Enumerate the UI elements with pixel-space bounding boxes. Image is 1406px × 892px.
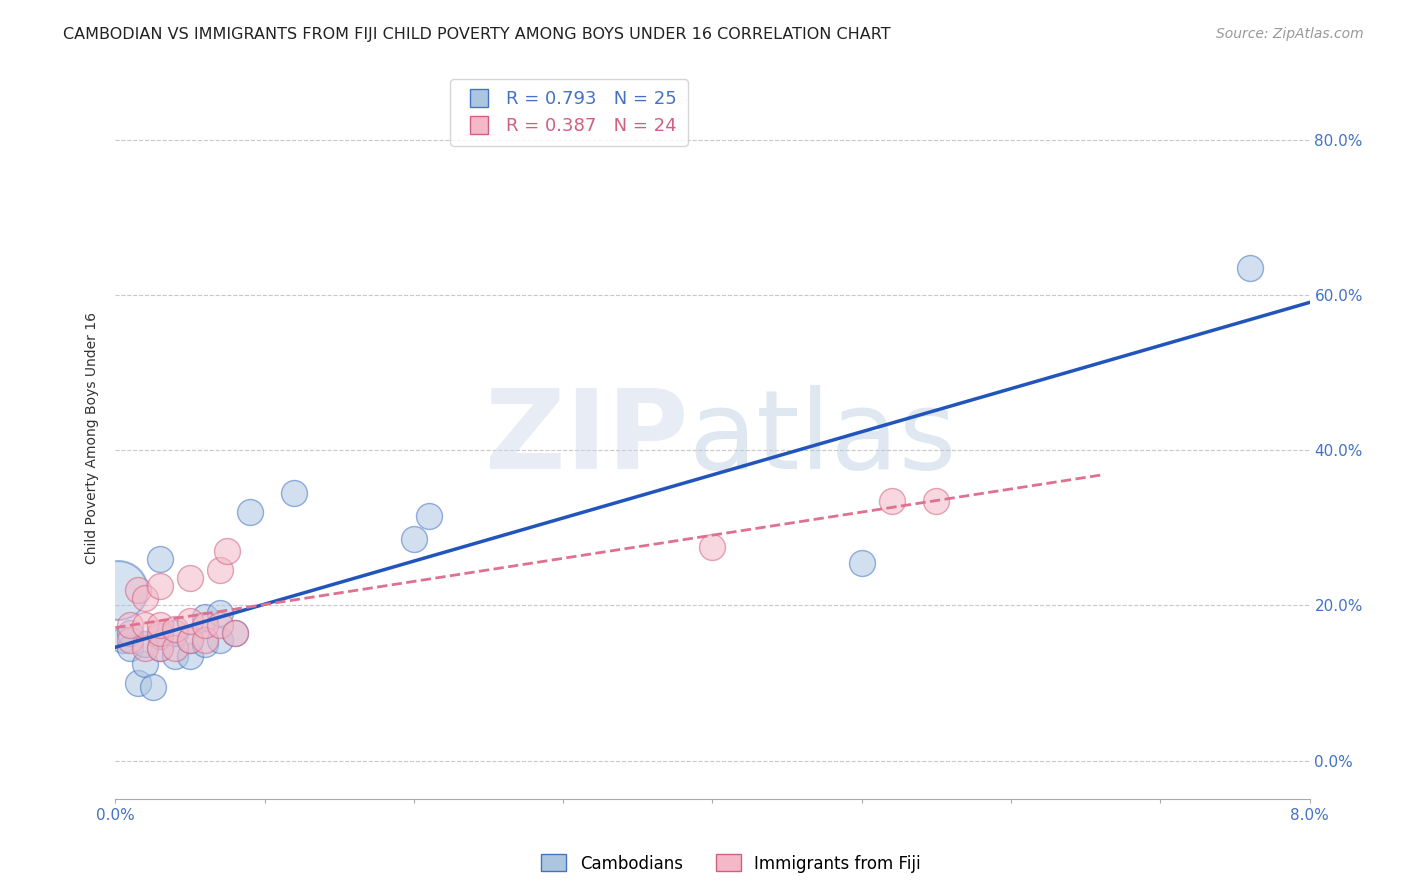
Point	[134, 591, 156, 605]
Point	[120, 633, 142, 648]
Point	[194, 633, 217, 648]
Point	[925, 493, 948, 508]
Point	[224, 625, 246, 640]
Legend: R = 0.793   N = 25, R = 0.387   N = 24: R = 0.793 N = 25, R = 0.387 N = 24	[450, 79, 688, 146]
Text: Source: ZipAtlas.com: Source: ZipAtlas.com	[1216, 27, 1364, 41]
Point	[163, 622, 186, 636]
Legend: Cambodians, Immigrants from Fiji: Cambodians, Immigrants from Fiji	[534, 847, 928, 880]
Point	[880, 493, 903, 508]
Text: CAMBODIAN VS IMMIGRANTS FROM FIJI CHILD POVERTY AMONG BOYS UNDER 16 CORRELATION : CAMBODIAN VS IMMIGRANTS FROM FIJI CHILD …	[63, 27, 891, 42]
Point	[194, 610, 217, 624]
Point	[179, 633, 201, 648]
Point	[127, 676, 149, 690]
Point	[402, 533, 425, 547]
Point	[208, 606, 231, 620]
Point	[142, 680, 165, 694]
Point	[149, 641, 172, 656]
Point	[208, 563, 231, 577]
Point	[418, 509, 440, 524]
Point	[179, 648, 201, 663]
Point	[149, 629, 172, 643]
Point	[208, 617, 231, 632]
Point	[149, 617, 172, 632]
Point	[111, 633, 134, 648]
Point	[702, 540, 724, 554]
Point	[179, 633, 201, 648]
Point	[120, 617, 142, 632]
Point	[134, 617, 156, 632]
Text: ZIP: ZIP	[485, 385, 689, 492]
Point	[194, 617, 217, 632]
Point	[194, 637, 217, 651]
Point	[208, 633, 231, 648]
Point	[134, 657, 156, 671]
Point	[120, 641, 142, 656]
Point	[179, 571, 201, 585]
Point	[149, 625, 172, 640]
Point	[149, 641, 172, 656]
Point	[127, 582, 149, 597]
Point	[120, 625, 142, 640]
Point	[149, 551, 172, 566]
Point	[149, 579, 172, 593]
Point	[179, 614, 201, 628]
Point	[217, 544, 239, 558]
Text: atlas: atlas	[689, 385, 957, 492]
Point	[224, 625, 246, 640]
Point	[134, 641, 156, 656]
Point	[134, 637, 156, 651]
Point	[1239, 260, 1261, 275]
Point	[163, 625, 186, 640]
Point	[163, 641, 186, 656]
Y-axis label: Child Poverty Among Boys Under 16: Child Poverty Among Boys Under 16	[86, 312, 100, 565]
Point	[239, 505, 262, 519]
Point	[283, 485, 305, 500]
Point	[107, 582, 129, 597]
Point	[163, 648, 186, 663]
Point	[851, 556, 873, 570]
